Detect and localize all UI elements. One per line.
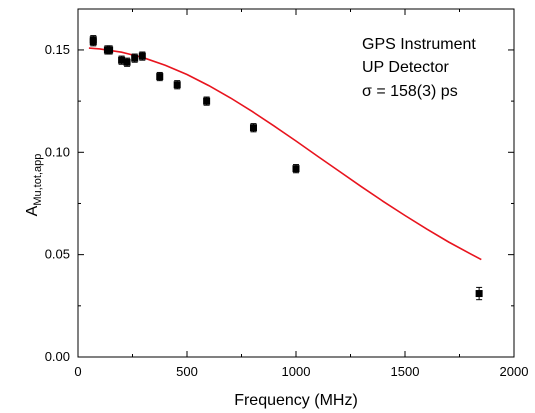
data-point-marker xyxy=(156,73,164,81)
annotation-instrument: GPS Instrument xyxy=(362,36,476,53)
fit-curve xyxy=(88,47,482,261)
data-point-marker xyxy=(118,56,126,64)
data-point-marker xyxy=(131,54,139,62)
x-tick-label: 0 xyxy=(74,364,81,379)
y-axis-title-subscript: Mu,tot,app xyxy=(32,154,44,206)
data-point-marker xyxy=(123,58,131,66)
annotation-sigma: σ = 158(3) ps xyxy=(362,83,458,100)
x-tick-label: 1500 xyxy=(391,364,420,379)
data-point xyxy=(89,37,97,47)
data-points-layer xyxy=(89,35,483,301)
data-point xyxy=(292,164,300,174)
y-tick-label: 0.15 xyxy=(45,42,70,57)
ticks-layer xyxy=(77,9,515,358)
data-point-marker xyxy=(249,124,257,132)
y-axis-title: AMu,tot,app xyxy=(24,154,44,217)
y-tick-label: 0.05 xyxy=(45,247,70,262)
data-point-marker xyxy=(89,38,97,46)
y-tick-label: 0.00 xyxy=(45,349,70,364)
data-point xyxy=(156,71,164,82)
data-point-marker xyxy=(138,52,146,60)
x-axis-title: Frequency (MHz) xyxy=(234,392,358,409)
data-point xyxy=(203,96,211,106)
data-point xyxy=(249,123,257,133)
data-point-marker xyxy=(292,165,300,173)
x-tick-label: 500 xyxy=(176,364,198,379)
y-tick-label: 0.10 xyxy=(45,144,70,159)
data-point xyxy=(138,51,146,61)
data-point xyxy=(131,53,139,63)
x-tick-label: 2000 xyxy=(500,364,529,379)
data-point xyxy=(475,286,483,301)
data-point-marker xyxy=(106,46,114,54)
fit-curve-layer xyxy=(88,47,482,261)
data-point-marker xyxy=(173,81,181,89)
data-point xyxy=(106,45,114,55)
x-tick-labels: 0 500 1000 1500 2000 xyxy=(74,364,528,379)
y-tick-labels: 0.00 0.05 0.10 0.15 xyxy=(45,42,70,364)
data-point xyxy=(123,57,131,67)
annotation-detector: UP Detector xyxy=(362,59,450,76)
data-point-marker xyxy=(475,290,483,298)
x-tick-label: 1000 xyxy=(282,364,311,379)
data-point-marker xyxy=(203,97,211,105)
y-axis-title-main: A xyxy=(24,205,41,216)
data-point xyxy=(173,80,181,90)
